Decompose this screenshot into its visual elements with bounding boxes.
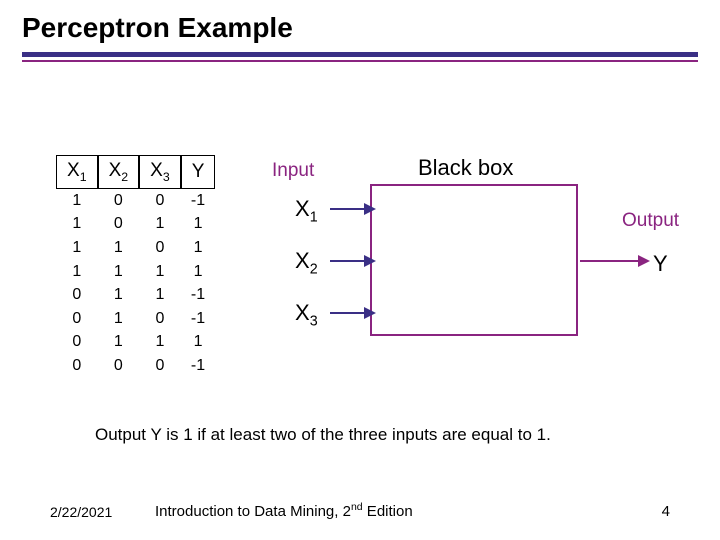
footer-page: 4 xyxy=(662,503,670,520)
arrow xyxy=(330,260,366,262)
rule-thick xyxy=(22,52,698,57)
table-row: 0111 xyxy=(56,330,215,354)
caption-text: Output Y is 1 if at least two of the thr… xyxy=(95,425,551,445)
truth-table: X1X2X3Y 100-1101111011111011-1010-101110… xyxy=(56,155,215,378)
arrow xyxy=(330,312,366,314)
table-row: 010-1 xyxy=(56,307,215,331)
table-col-x2: X2 xyxy=(98,155,140,189)
arrow-head xyxy=(364,203,376,215)
output-label: Output xyxy=(622,210,679,232)
node-y: Y xyxy=(653,251,668,277)
arrow xyxy=(330,208,366,210)
table-col-y: Y xyxy=(181,155,216,189)
table-row: 1011 xyxy=(56,212,215,236)
input-label: Input xyxy=(272,160,314,182)
slide-title: Perceptron Example xyxy=(22,12,293,44)
arrow-head xyxy=(364,255,376,267)
table-row: 1111 xyxy=(56,260,215,284)
rule-thin xyxy=(22,60,698,62)
footer-date: 2/22/2021 xyxy=(50,504,112,520)
node-x2: X2 xyxy=(295,248,318,277)
blackbox-rect xyxy=(370,184,578,336)
table-col-x3: X3 xyxy=(139,155,181,189)
arrow-head xyxy=(638,255,650,267)
footer-book: Introduction to Data Mining, 2nd Edition xyxy=(155,501,413,520)
table-col-x1: X1 xyxy=(56,155,98,189)
table-row: 000-1 xyxy=(56,354,215,378)
arrow-head xyxy=(364,307,376,319)
table-row: 100-1 xyxy=(56,189,215,213)
node-x1: X1 xyxy=(295,196,318,225)
arrow xyxy=(580,260,640,262)
table-row: 011-1 xyxy=(56,283,215,307)
blackbox-label: Black box xyxy=(418,155,513,181)
node-x3: X3 xyxy=(295,300,318,329)
table-row: 1101 xyxy=(56,236,215,260)
